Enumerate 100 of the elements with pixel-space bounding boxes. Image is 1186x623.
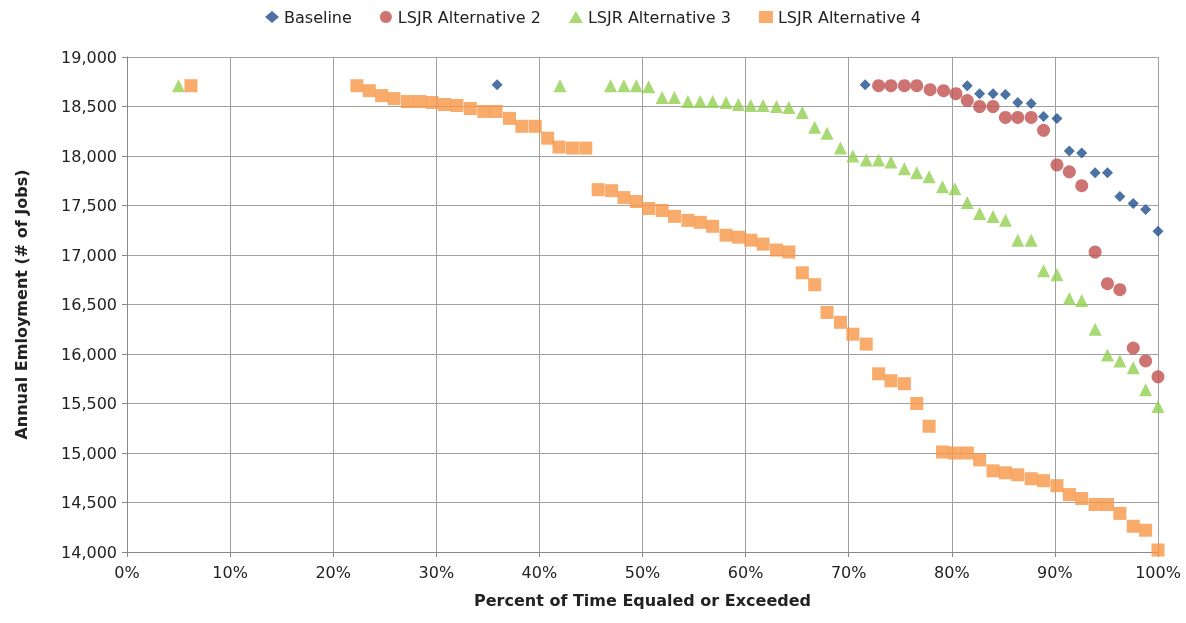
point <box>719 96 733 110</box>
point <box>1100 348 1114 362</box>
point <box>897 162 911 176</box>
x-axis-title: Percent of Time Equaled or Exceeded <box>473 590 812 610</box>
x-tick-label: 60% <box>727 562 764 582</box>
y-tick-label: 18,000 <box>61 146 117 166</box>
point <box>1114 191 1126 203</box>
x-tick-label: 30% <box>418 562 455 582</box>
point <box>1011 110 1025 124</box>
point <box>1037 264 1051 278</box>
point <box>1050 158 1064 172</box>
point <box>617 79 631 93</box>
point <box>553 79 567 93</box>
point <box>999 89 1011 101</box>
legend-label: LSJR Alternative 3 <box>587 7 731 27</box>
y-tick-label: 17,000 <box>61 245 117 265</box>
x-tick-label: 100% <box>1135 562 1181 582</box>
point <box>897 79 911 93</box>
point <box>1088 245 1102 259</box>
point <box>731 98 745 112</box>
point <box>604 79 618 93</box>
y-tick-label: 16,500 <box>61 295 117 314</box>
point <box>808 120 822 134</box>
point <box>642 80 656 94</box>
point <box>770 100 784 113</box>
point <box>923 83 937 97</box>
point <box>846 149 860 163</box>
point <box>693 95 707 109</box>
point <box>936 180 950 194</box>
point <box>986 209 1000 223</box>
point <box>1139 383 1153 397</box>
point <box>986 100 1000 113</box>
point <box>884 155 898 169</box>
point <box>1024 110 1038 124</box>
point <box>795 105 809 119</box>
point <box>998 213 1012 227</box>
point <box>782 100 796 114</box>
point <box>1126 341 1140 355</box>
point <box>948 182 962 196</box>
y-axis-title: Annual Emloyment (# of Jobs) <box>11 169 31 440</box>
point <box>629 79 643 93</box>
point <box>1075 294 1089 308</box>
point <box>1025 98 1037 110</box>
x-tick-label: 70% <box>830 562 867 582</box>
point <box>922 170 936 184</box>
point <box>973 100 987 113</box>
point <box>872 153 886 167</box>
point <box>1051 112 1063 124</box>
legend-label: Baseline <box>284 7 352 27</box>
point <box>706 95 720 109</box>
point <box>872 79 886 93</box>
y-tick-label: 16,000 <box>61 344 117 364</box>
point <box>1127 198 1139 210</box>
point <box>884 79 898 93</box>
point <box>960 94 974 108</box>
point <box>1126 361 1140 375</box>
point <box>937 84 951 98</box>
point <box>1062 292 1076 306</box>
point <box>910 79 924 93</box>
point <box>910 166 924 180</box>
point <box>820 126 834 140</box>
point <box>1113 354 1127 368</box>
point <box>974 88 986 100</box>
point <box>667 91 681 105</box>
point <box>1088 322 1102 336</box>
point <box>1062 165 1076 179</box>
point <box>961 80 973 92</box>
point <box>1012 97 1024 109</box>
x-tick-label: 90% <box>1037 562 1073 582</box>
point <box>1151 370 1165 384</box>
point <box>1100 277 1114 291</box>
y-tick-label: 19,000 <box>61 47 117 67</box>
point <box>998 110 1012 124</box>
point <box>949 87 963 101</box>
point <box>1024 233 1038 247</box>
legend-label: LSJR Alternative 2 <box>397 7 541 27</box>
point <box>744 99 758 113</box>
x-tick-label: 50% <box>624 562 661 582</box>
x-tick-label: 80% <box>934 562 970 582</box>
point <box>1151 399 1165 413</box>
point <box>1076 147 1088 159</box>
x-tick-label: 0% <box>114 562 140 582</box>
y-tick-label: 14,500 <box>61 493 117 512</box>
point <box>1037 123 1051 137</box>
point <box>491 79 503 91</box>
point <box>1075 179 1089 193</box>
y-tick-label: 18,500 <box>61 97 117 116</box>
point <box>859 79 871 91</box>
x-tick-label: 40% <box>521 562 558 582</box>
x-tick-label: 10% <box>212 562 248 582</box>
point <box>1011 233 1025 247</box>
y-tick-label: 17,500 <box>61 196 117 215</box>
point <box>1113 283 1127 297</box>
point <box>973 206 987 220</box>
y-tick-label: 14,000 <box>61 542 117 562</box>
point <box>681 95 695 109</box>
x-tick-label: 20% <box>315 562 351 582</box>
point <box>1140 203 1152 215</box>
point <box>1152 225 1164 237</box>
point <box>1089 167 1101 179</box>
